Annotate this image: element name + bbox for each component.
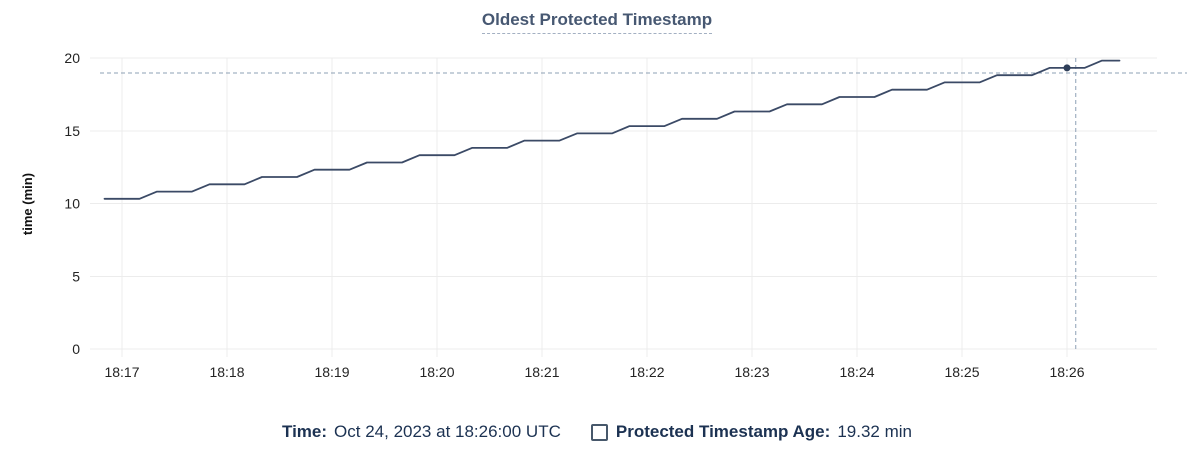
series-layer [103,59,1121,200]
hover-point-dot [1063,64,1071,72]
series-value: 19.32 min [837,422,912,441]
chart-legend: Time: Oct 24, 2023 at 18:26:00 UTC Prote… [0,419,1194,445]
chart-header: Oldest Protected Timestamp [0,10,1194,34]
x-tick-label: 18:17 [104,364,139,380]
series-line-protected-timestamp-age [103,59,1121,200]
y-tick-label: 5 [72,268,80,284]
legend-checkbox-icon[interactable] [590,423,608,441]
y-axis-title: time (min) [20,173,35,235]
y-tick-label: 10 [64,196,80,212]
x-tick-label: 18:23 [734,364,769,380]
x-tick-label: 18:19 [314,364,349,380]
y-tick-label: 0 [72,341,80,357]
x-tick-label: 18:18 [209,364,244,380]
grid-layer: 0 5 10 15 20 18:17 18:18 18:19 18:20 18:21 18:22 18… [64,50,1157,380]
y-tick-label: 20 [64,50,80,66]
y-tick-label: 15 [64,123,80,139]
time-label: Time: [282,422,328,441]
time-value: Oct 24, 2023 at 18:26:00 UTC [334,422,561,441]
x-tick-label: 18:20 [419,364,454,380]
chart-title[interactable]: Oldest Protected Timestamp [481,10,713,34]
x-tick-label: 18:26 [1049,364,1084,380]
x-tick-label: 18:25 [944,364,979,380]
series-label: Protected Timestamp Age: [615,422,831,441]
x-tick-label: 18:22 [629,364,664,380]
legend-item-protected-timestamp-age[interactable]: Protected Timestamp Age: [590,422,831,442]
x-tick-label: 18:24 [839,364,874,380]
crosshair-layer [100,58,1187,349]
x-tick-label: 18:21 [524,364,559,380]
